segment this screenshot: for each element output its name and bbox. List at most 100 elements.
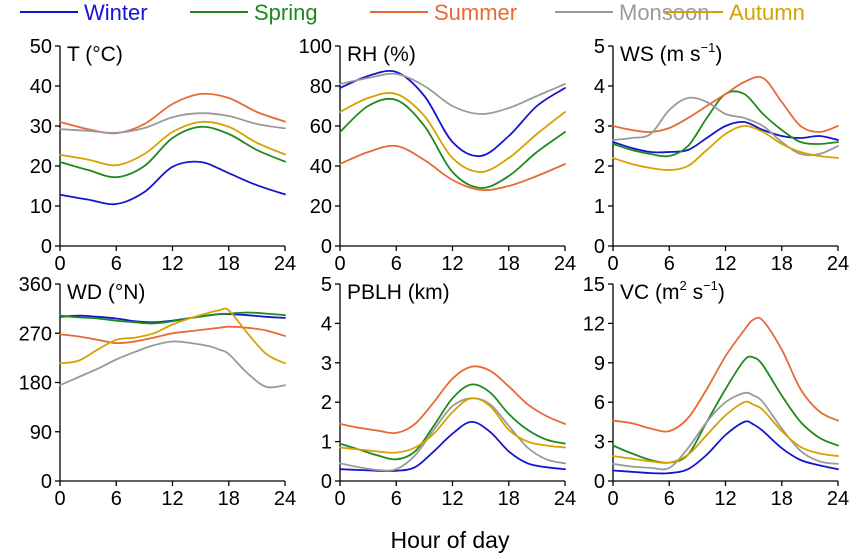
series-line-monsoon	[339, 397, 566, 472]
series-line-spring	[59, 125, 286, 179]
x-tick-label: 18	[218, 253, 240, 275]
x-tick-label: 12	[161, 253, 183, 275]
legend-label: Spring	[254, 0, 318, 25]
y-tick-label: 40	[310, 156, 332, 178]
y-tick-label: 30	[30, 116, 52, 138]
x-tick-label: 0	[54, 488, 65, 510]
y-tick-label: 0	[594, 236, 605, 258]
y-tick-label: 0	[321, 471, 332, 493]
series-line-winter	[612, 120, 839, 154]
panel-title: WS (m s−1)	[620, 40, 722, 66]
series-line-summer	[612, 75, 839, 133]
panel-1: 0 10 20 30 40 50 0 6 12 18 24 T (°C)	[30, 36, 296, 275]
series-line-summer	[339, 365, 566, 435]
x-tick-label: 24	[554, 253, 576, 275]
x-tick-label: 24	[274, 488, 296, 510]
y-tick-label: 2	[321, 392, 332, 414]
series-line-summer	[339, 144, 566, 192]
y-tick-label: 50	[30, 36, 52, 58]
x-tick-label: 18	[218, 488, 240, 510]
y-tick-label: 3	[594, 432, 605, 454]
panel-6: 0 3 6 9 12 15 0 6 12 18 24 VC (m2 s−1)	[583, 274, 849, 510]
x-tick-label: 24	[554, 488, 576, 510]
x-tick-label: 12	[714, 488, 736, 510]
x-tick-label: 6	[111, 488, 122, 510]
y-tick-label: 5	[594, 36, 605, 58]
y-tick-label: 3	[321, 353, 332, 375]
y-tick-label: 180	[19, 373, 52, 395]
y-tick-label: 90	[30, 422, 52, 444]
legend-label: Autumn	[729, 0, 805, 25]
y-tick-label: 100	[299, 36, 332, 58]
panel-title: RH (%)	[347, 43, 416, 66]
series-line-monsoon	[612, 391, 839, 471]
legend-item-summer: Summer	[370, 0, 517, 25]
series-line-monsoon	[59, 340, 286, 389]
series-line-winter	[59, 160, 286, 206]
x-tick-label: 12	[441, 253, 463, 275]
series-line-summer	[612, 316, 839, 433]
series-line-spring	[339, 97, 566, 189]
panel-title: WD (°N)	[67, 281, 145, 304]
y-tick-label: 6	[594, 392, 605, 414]
x-tick-label: 18	[498, 253, 520, 275]
y-tick-label: 1	[321, 432, 332, 454]
panel-title: T (°C)	[67, 43, 123, 66]
x-tick-label: 24	[274, 253, 296, 275]
y-tick-label: 270	[19, 323, 52, 345]
x-tick-label: 0	[334, 488, 345, 510]
series-line-spring	[59, 311, 286, 325]
series-line-summer	[59, 92, 286, 135]
y-tick-label: 0	[321, 236, 332, 258]
x-tick-label: 12	[161, 488, 183, 510]
y-tick-label: 15	[583, 274, 605, 296]
x-tick-label: 0	[334, 253, 345, 275]
x-tick-label: 6	[391, 253, 402, 275]
legend-label: Winter	[84, 0, 148, 25]
x-tick-label: 12	[714, 253, 736, 275]
series-line-autumn	[59, 307, 286, 365]
y-tick-label: 1	[594, 196, 605, 218]
x-tick-label: 18	[498, 488, 520, 510]
y-tick-label: 2	[594, 156, 605, 178]
series-line-autumn	[612, 400, 839, 464]
legend-item-autumn: Autumn	[665, 0, 805, 25]
y-tick-label: 4	[321, 313, 332, 335]
x-tick-label: 0	[607, 253, 618, 275]
series-line-autumn	[59, 120, 286, 167]
y-tick-label: 0	[41, 236, 52, 258]
series-line-monsoon	[59, 112, 286, 134]
x-tick-label: 6	[111, 253, 122, 275]
y-tick-label: 20	[30, 156, 52, 178]
y-tick-label: 360	[19, 274, 52, 296]
y-tick-label: 40	[30, 76, 52, 98]
series-line-monsoon	[612, 96, 839, 157]
x-tick-label: 6	[664, 488, 675, 510]
y-tick-label: 0	[594, 471, 605, 493]
series-line-spring	[612, 90, 839, 158]
x-tick-label: 6	[391, 488, 402, 510]
series-line-winter	[339, 69, 566, 157]
y-tick-label: 5	[321, 274, 332, 296]
series-line-autumn	[612, 125, 839, 171]
x-tick-label: 24	[827, 488, 849, 510]
panel-2: 0 20 40 60 80 100 0 6 12 18 24 RH (%)	[299, 36, 577, 275]
panel-title: PBLH (km)	[347, 281, 450, 304]
y-tick-label: 12	[583, 313, 605, 335]
y-tick-label: 0	[41, 471, 52, 493]
x-tick-label: 24	[827, 253, 849, 275]
legend-label: Summer	[434, 0, 517, 25]
legend: Winter Spring Summer Monsoon Autumn	[20, 0, 805, 25]
series-line-monsoon	[339, 72, 566, 115]
y-tick-label: 10	[30, 196, 52, 218]
x-tick-label: 0	[54, 253, 65, 275]
y-tick-label: 60	[310, 116, 332, 138]
series-line-autumn	[339, 397, 566, 454]
x-tick-label: 18	[771, 253, 793, 275]
legend-item-spring: Spring	[190, 0, 318, 25]
x-tick-label: 18	[771, 488, 793, 510]
